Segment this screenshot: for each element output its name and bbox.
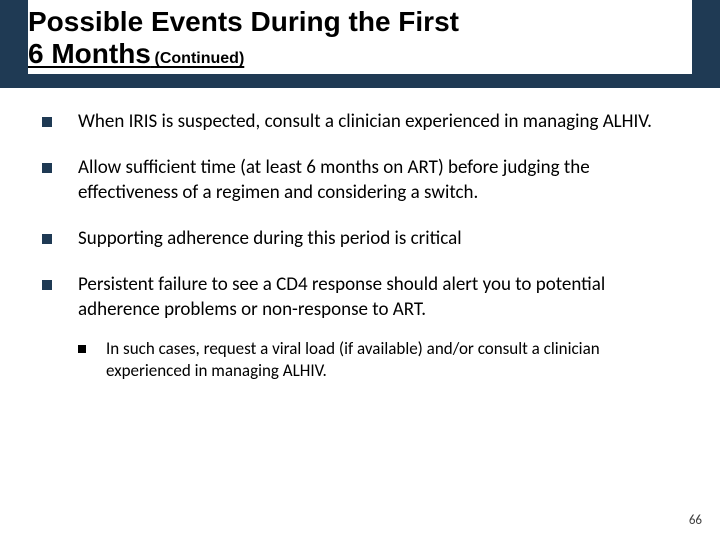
- slide-title: Possible Events During the First 6 Month…: [28, 0, 692, 74]
- sub-list-item: In such cases, request a viral load (if …: [78, 338, 682, 382]
- bullet-text: When IRIS is suspected, consult a clinic…: [78, 110, 682, 134]
- square-bullet-icon: [42, 280, 52, 290]
- sub-bullet-text: In such cases, request a viral load (if …: [106, 338, 682, 382]
- bullet-text: Allow sufficient time (at least 6 months…: [78, 156, 682, 205]
- bullet-text: Supporting adherence during this period …: [78, 227, 682, 251]
- list-item: Allow sufficient time (at least 6 months…: [42, 156, 682, 205]
- square-bullet-icon: [42, 234, 52, 244]
- page-number: 66: [689, 513, 702, 528]
- square-bullet-icon: [42, 117, 52, 127]
- bullet-text: Persistent failure to see a CD4 response…: [78, 273, 682, 322]
- list-item: Persistent failure to see a CD4 response…: [42, 273, 682, 322]
- square-bullet-icon: [78, 345, 86, 353]
- title-line1: Possible Events During the First: [28, 6, 692, 38]
- list-item: When IRIS is suspected, consult a clinic…: [42, 110, 682, 134]
- square-bullet-icon: [42, 163, 52, 173]
- list-item: Supporting adherence during this period …: [42, 227, 682, 251]
- title-continued: (Continued): [155, 50, 245, 67]
- title-line2: 6 Months: [28, 38, 151, 69]
- slide-body: When IRIS is suspected, consult a clinic…: [42, 110, 682, 381]
